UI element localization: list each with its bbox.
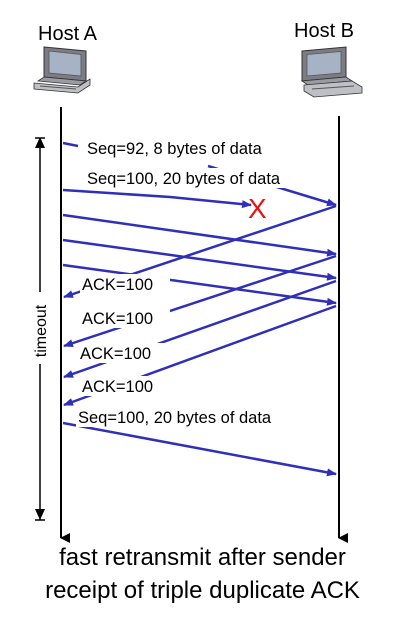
host-a-label: Host A — [38, 23, 98, 45]
host-b-computer-icon — [300, 46, 363, 98]
ack-label-1: ACK=100 — [82, 276, 153, 294]
segment-arrow-seq100-b — [169, 195, 252, 209]
host-a-computer-icon — [33, 46, 91, 94]
segment-arrow-seq92 — [62, 141, 79, 148]
seq100-label: Seq=100, 20 bytes of data — [87, 170, 281, 188]
ack-label-4: ACK=100 — [82, 378, 153, 396]
ack-label-3: ACK=100 — [80, 345, 151, 363]
segment-arrow-retransmit — [62, 421, 337, 477]
timeout-bracket — [31, 137, 49, 521]
segment-arrow-seq100 — [62, 188, 171, 199]
timeout-label: timeout — [33, 304, 50, 357]
host-b-label: Host B — [294, 20, 354, 42]
segment-arrow-3 — [62, 213, 337, 257]
ack-arrows — [63, 204, 337, 407]
label-backgrounds — [76, 138, 314, 427]
ack-label-2: ACK=100 — [82, 310, 153, 328]
packet-loss-marker: X — [248, 193, 267, 224]
retransmit-label: Seq=100, 20 bytes of data — [78, 409, 272, 427]
seq92-label: Seq=92, 8 bytes of data — [87, 140, 263, 158]
segment-arrow-4 — [62, 238, 337, 281]
caption-line-2: receipt of triple duplicate ACK — [45, 577, 360, 604]
ack-arrow-2 — [63, 254, 337, 348]
caption-line-1: fast retransmit after sender — [59, 544, 346, 571]
